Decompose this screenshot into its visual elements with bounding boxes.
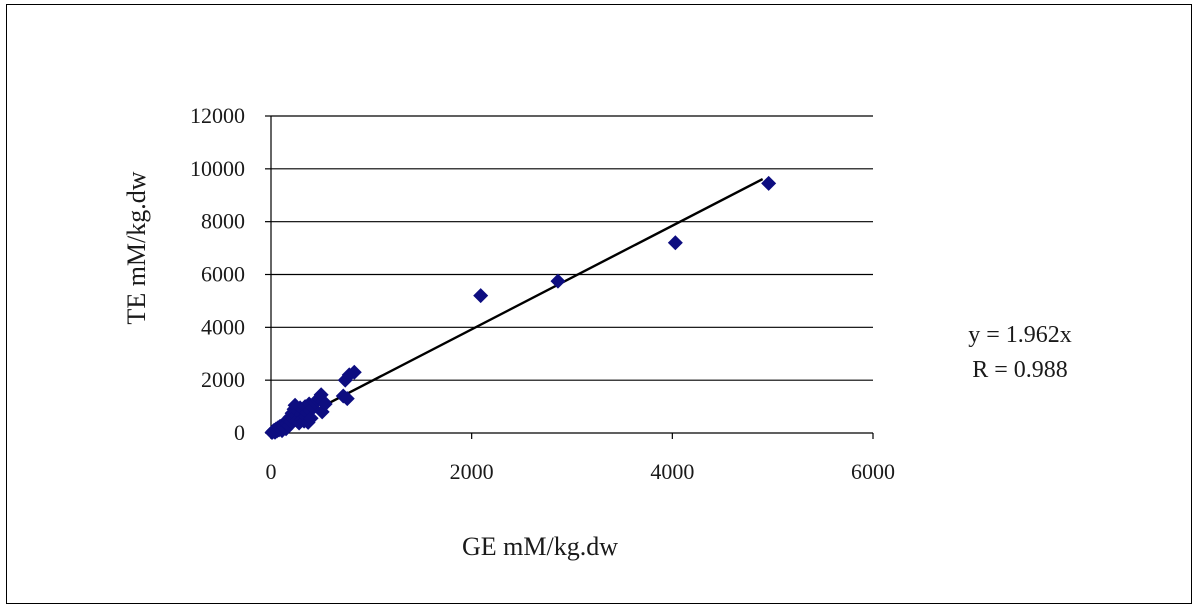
y-tick-label: 8000 <box>201 209 245 234</box>
x-tick-label: 4000 <box>650 459 694 484</box>
data-point <box>473 288 489 304</box>
y-tick-label: 2000 <box>201 367 245 392</box>
y-tick-label: 4000 <box>201 314 245 339</box>
data-points <box>264 175 777 440</box>
data-point <box>550 273 566 289</box>
data-point <box>339 391 355 407</box>
x-axis-title: GE mM/kg.dw <box>462 532 618 561</box>
r-value-label: R = 0.988 <box>972 357 1068 383</box>
equation-label: y = 1.962x <box>968 322 1072 348</box>
data-point <box>317 396 333 412</box>
chart-frame <box>6 4 1192 604</box>
y-tick-label: 6000 <box>201 262 245 287</box>
data-point <box>761 175 777 191</box>
trendline-group <box>270 177 764 435</box>
data-point <box>667 235 683 251</box>
trendline <box>270 177 764 435</box>
y-tick-label: 10000 <box>190 156 245 181</box>
x-tick-label: 6000 <box>851 459 895 484</box>
grid-lines <box>271 115 873 381</box>
y-tick-label: 12000 <box>190 103 245 128</box>
data-point <box>303 410 319 426</box>
y-axis-title: TE mM/kg.dw <box>122 171 151 324</box>
x-tick-labels: 0 2000 4000 6000 <box>266 433 895 484</box>
data-point <box>346 364 362 380</box>
y-tick-labels: 0 2000 4000 6000 8000 10000 12000 <box>190 103 271 445</box>
y-tick-label: 0 <box>234 420 245 445</box>
x-tick-label: 0 <box>266 459 277 484</box>
x-tick-label: 2000 <box>450 459 494 484</box>
